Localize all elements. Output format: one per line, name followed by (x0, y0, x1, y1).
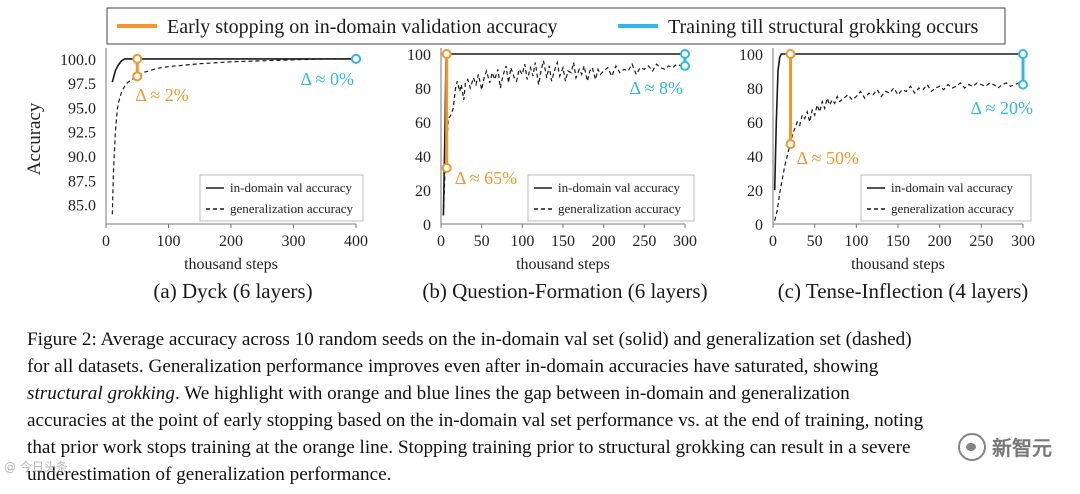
y-tick-label: 20 (415, 183, 431, 200)
caption-line-1: Figure 2: Average accuracy across 10 ran… (27, 329, 912, 350)
gap-blue-bottom-marker (680, 60, 690, 71)
legend-entry-label: generalization accuracy (558, 201, 682, 216)
x-axis-label: thousand steps (516, 256, 610, 273)
y-tick-label: 60 (415, 115, 431, 132)
x-tick-label: 150 (551, 233, 575, 250)
y-tick-label: 85.0 (68, 198, 96, 215)
caption-line-6: underestimation of generalization perfor… (27, 464, 392, 485)
legend-entry-label: generalization accuracy (891, 201, 1015, 216)
top-legend: Early stopping on in-domain validation a… (106, 7, 1006, 45)
y-tick-label: 0 (423, 217, 431, 234)
plot-tense-inflection: 0 50 100 150 200 250 300 0 20 40 60 80 100 thousand s… (739, 47, 1035, 303)
y-tick-label: 100 (407, 47, 431, 64)
x-tick-label: 0 (437, 233, 445, 250)
legend-entry-label: in-domain val accuracy (230, 180, 352, 195)
y-tick-label: 100.0 (60, 52, 96, 69)
x-tick-label: 250 (969, 233, 993, 250)
caption-line-3: structural grokking. We highlight with o… (27, 380, 1047, 407)
caption-line-5: that prior work stops training at the or… (27, 437, 911, 458)
x-tick-label: 200 (928, 233, 952, 250)
x-tick-label: 150 (886, 233, 910, 250)
wechat-logo-icon (958, 432, 986, 461)
x-tick-label: 100 (510, 233, 534, 250)
gap-blue-label: Δ ≈ 0% (301, 69, 354, 89)
series-in-domain-line (773, 53, 1023, 191)
gap-orange-bottom-marker (785, 139, 796, 150)
caption-line-4: accuracies at the point of early stoppin… (27, 410, 924, 431)
y-tick-label: 87.5 (68, 173, 96, 190)
y-tick-label: 100 (739, 47, 763, 64)
y-axis-label: Accuracy (24, 102, 45, 175)
watermark-text: 新智元 (992, 436, 1052, 460)
x-axis-label: thousand steps (184, 256, 278, 273)
x-axis-label: thousand steps (851, 256, 945, 273)
caption-line-3-rest: . We highlight with orange and blue line… (174, 383, 850, 404)
subplot-legend: in-domain val accuracy generalization acc… (860, 174, 1032, 222)
x-tick-label: 200 (219, 233, 243, 250)
x-tick-label: 50 (474, 233, 490, 250)
subplot-legend-box (527, 174, 695, 222)
gap-orange-label: Δ ≈ 50% (797, 148, 859, 168)
y-tick-label: 90.0 (68, 149, 96, 166)
legend-entry-label: in-domain val accuracy (558, 180, 680, 195)
y-tick-label: 80 (415, 81, 431, 98)
x-tick-label: 300 (282, 233, 306, 250)
figure-caption: Figure 2: Average accuracy across 10 ran… (27, 326, 1047, 488)
subplot-legend-box (199, 174, 364, 222)
x-tick-label: 400 (344, 233, 368, 250)
plot-question-formation: 0 50 100 150 200 250 300 0 20 40 60 80 100 thousand s… (407, 47, 708, 303)
y-tick-label: 97.5 (68, 76, 96, 93)
legend-blue-label: Training till structural grokking occurs (668, 16, 979, 38)
figure-2: Early stopping on in-domain validation a… (24, 7, 1035, 303)
series-generalization-line (774, 82, 1024, 221)
subplot-legend: in-domain val accuracy generalization acc… (199, 174, 364, 222)
gap-orange-top-marker (441, 49, 452, 59)
x-tick-label: 300 (673, 233, 697, 250)
gap-orange-label: Δ ≈ 2% (135, 85, 188, 105)
subplot-title: (b) Question-Formation (6 layers) (422, 279, 707, 303)
watermark: 新智元 (958, 432, 1052, 461)
subplot-title: (c) Tense-Inflection (4 layers) (778, 279, 1029, 303)
gap-blue-top-marker (680, 49, 690, 59)
gap-orange-top-marker (785, 49, 796, 59)
x-tick-label: 100 (157, 233, 181, 250)
x-tick-label: 100 (844, 233, 868, 250)
watermark-left: @ 今日头条 (4, 460, 68, 474)
gap-orange-label: Δ ≈ 65% (455, 168, 517, 188)
y-tick-label: 80 (747, 81, 763, 98)
caption-emphasis: structural grokking (27, 383, 175, 404)
legend-entry-label: generalization accuracy (230, 201, 354, 216)
legend-entry-label: in-domain val accuracy (891, 180, 1013, 195)
legend-orange-label: Early stopping on in-domain validation a… (167, 16, 557, 38)
y-tick-label: 40 (415, 149, 431, 166)
x-tick-label: 300 (1011, 233, 1035, 250)
gap-blue-bottom-marker (1018, 79, 1028, 90)
y-tick-label: 60 (747, 115, 763, 132)
subplot-title: (a) Dyck (6 layers) (153, 279, 312, 303)
x-tick-label: 0 (102, 233, 110, 250)
top-legend-box (106, 7, 1006, 45)
subplot-legend-box (860, 174, 1032, 222)
y-tick-label: 92.5 (68, 125, 96, 142)
x-tick-label: 200 (592, 233, 616, 250)
subplot-legend: in-domain val accuracy generalization acc… (527, 174, 695, 222)
caption-line-2: for all datasets. Generalization perform… (27, 356, 879, 377)
gap-blue-label: Δ ≈ 8% (630, 78, 683, 98)
gap-orange-bottom-marker (132, 71, 143, 82)
plot-dyck: 0 100 200 300 400 85.0 87.5 90.0 92.5 95.0 97.5 100… (24, 48, 368, 303)
y-tick-label: 40 (747, 149, 763, 166)
series-in-domain-line (111, 58, 356, 83)
x-tick-label: 250 (632, 233, 656, 250)
gap-orange-top-marker (132, 53, 143, 64)
x-tick-label: 50 (807, 233, 823, 250)
gap-blue-bottom-marker (351, 53, 361, 64)
y-tick-label: 95.0 (68, 100, 96, 117)
gap-orange-bottom-marker (441, 162, 452, 173)
x-tick-label: 0 (769, 233, 777, 250)
gap-blue-label: Δ ≈ 20% (971, 98, 1033, 118)
y-tick-label: 0 (755, 217, 763, 234)
series-generalization-line (442, 60, 685, 216)
gap-blue-top-marker (1018, 49, 1028, 59)
y-tick-label: 20 (747, 183, 763, 200)
